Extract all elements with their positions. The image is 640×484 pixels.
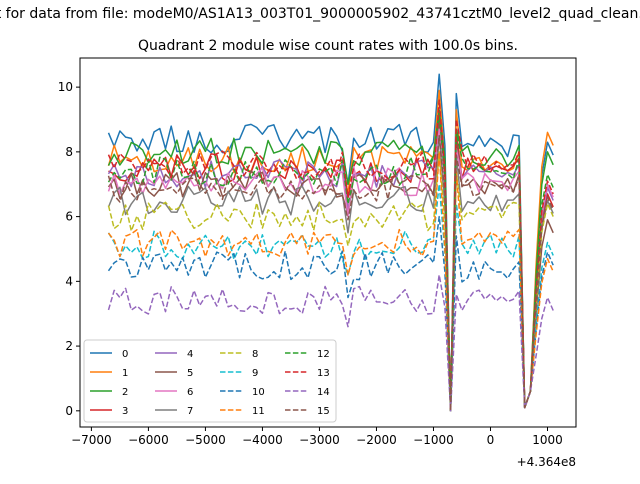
axes-frame [79,57,577,428]
series-line-14 [107,274,554,412]
series-line-8 [107,151,554,412]
series-line-11 [107,151,554,412]
legend-label-9: 9 [252,368,258,379]
legend-label-14: 14 [317,387,330,398]
series-line-10 [107,215,554,412]
x-tick-label: −5000 [185,433,226,447]
legend-label-3: 3 [122,406,128,417]
legend-label-13: 13 [317,368,330,379]
y-tick-label: 4 [65,274,73,288]
legend-label-2: 2 [122,387,128,398]
legend-box [83,339,337,423]
x-tick-label: −7000 [71,433,112,447]
legend-label-0: 0 [122,349,128,360]
x-tick-label: −4000 [242,433,283,447]
x-tick-label: −2000 [356,433,397,447]
legend-label-10: 10 [252,387,265,398]
legend-label-11: 11 [252,406,265,417]
figure-suptitle: Plot for data from file: modeM0/AS1A13_0… [0,6,640,22]
series-line-15 [107,134,554,412]
series-line-5 [107,118,554,412]
series-line-0 [107,73,554,412]
y-tick-label: 10 [58,80,73,94]
legend-label-8: 8 [252,349,258,360]
legend-label-4: 4 [187,349,193,360]
legend-label-6: 6 [187,387,193,398]
x-tick-label: 0 [487,433,495,447]
chart-title: Quadrant 2 module wise count rates with … [138,38,518,54]
y-tick-label: 8 [65,145,73,159]
x-tick-label: −1000 [413,433,454,447]
series-line-13 [107,99,554,412]
x-tick-label: −6000 [128,433,169,447]
series-line-4 [107,121,554,412]
x-tick-label: 1000 [532,433,563,447]
plot-area [107,73,554,412]
y-tick-label: 6 [65,210,73,224]
legend-label-15: 15 [317,406,330,417]
y-tick-label: 2 [65,339,73,353]
legend-label-7: 7 [187,406,193,417]
legend-label-12: 12 [317,349,330,360]
axis-ticks: −7000 −6000 −5000 −4000 −3000 −2000 −1000 0 1000… [58,80,563,447]
y-tick-label: 0 [65,404,73,418]
legend-label-1: 1 [122,368,128,379]
x-tick-label: −3000 [299,433,340,447]
x-offset-label: +4.364e8 [517,455,576,469]
series-line-7 [107,134,554,412]
legend-label-5: 5 [187,368,193,379]
